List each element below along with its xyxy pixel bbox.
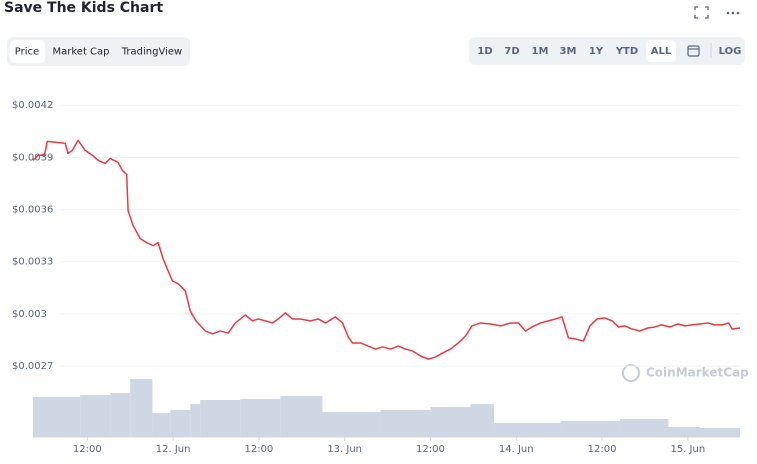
x-tick-label: 13. Jun	[327, 444, 362, 455]
volume-bar	[560, 421, 620, 437]
price-line	[32, 139, 741, 360]
y-tick-label: $0.003	[12, 309, 47, 320]
x-tick-label: 12:00	[588, 444, 617, 455]
range-button[interactable]: 3M	[560, 46, 577, 57]
volume-bar	[130, 379, 153, 437]
range-button[interactable]: 1Y	[589, 46, 604, 57]
tab[interactable]: Market Cap	[52, 47, 109, 58]
tab-bar	[7, 37, 190, 66]
volume-bar	[380, 410, 431, 437]
y-tick-label: $0.0027	[12, 361, 53, 372]
range-button[interactable]: YTD	[615, 46, 638, 57]
x-tick-label: 15. Jun	[670, 444, 705, 455]
tab[interactable]: TradingView	[121, 47, 182, 58]
y-tick-label: $0.0033	[12, 257, 53, 268]
watermark: CoinMarketCap	[646, 366, 749, 380]
x-tick-label: 12. Jun	[156, 444, 191, 455]
volume-bar	[170, 410, 191, 437]
range-button[interactable]: 1D	[477, 46, 492, 57]
fullscreen-icon[interactable]	[694, 6, 709, 19]
active-range	[646, 40, 676, 62]
volume-bar	[699, 428, 740, 437]
volume-bar	[190, 404, 201, 437]
more-icon[interactable]	[726, 11, 740, 15]
volume-bar	[240, 399, 281, 437]
volume-bar	[80, 395, 111, 437]
x-tick-label: 12:00	[73, 444, 102, 455]
calendar-icon[interactable]	[687, 45, 700, 57]
volume-bar	[619, 419, 669, 437]
x-tick-label: 12:00	[244, 444, 273, 455]
chart-title: Save The Kids Chart	[4, 0, 163, 16]
volume-bar	[470, 404, 495, 437]
volume-bar	[152, 413, 171, 437]
watermark-logo	[622, 364, 640, 382]
y-tick-label: $0.0036	[12, 205, 53, 216]
range-button[interactable]: 1M	[532, 46, 549, 57]
active-tab	[10, 40, 45, 63]
volume-bar	[33, 397, 81, 437]
volume-bar	[322, 412, 381, 437]
volume-bar	[494, 423, 561, 437]
x-tick-label: 14. Jun	[499, 444, 534, 455]
range-button[interactable]: ALL	[651, 46, 672, 57]
volume-bar	[430, 407, 471, 437]
y-tick-label: $0.0039	[12, 152, 53, 163]
volume-bar	[110, 393, 131, 437]
volume-bar	[280, 396, 323, 437]
volume-bar	[668, 427, 700, 437]
range-bar	[469, 37, 745, 65]
range-button[interactable]: 7D	[504, 46, 519, 57]
volume-bar	[200, 400, 241, 437]
range-button[interactable]: LOG	[719, 46, 742, 57]
y-tick-label: $0.0042	[12, 100, 53, 111]
x-tick-label: 12:00	[416, 444, 445, 455]
tab[interactable]: Price	[15, 47, 39, 58]
